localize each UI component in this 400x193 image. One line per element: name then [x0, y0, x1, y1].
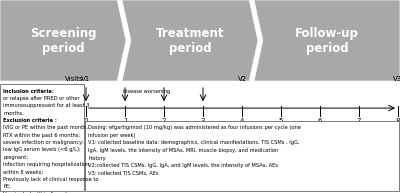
Polygon shape: [122, 0, 258, 81]
Text: disease worsening: disease worsening: [121, 89, 170, 94]
Text: Exclusion criteria :: Exclusion criteria :: [3, 118, 57, 123]
Text: history: history: [88, 156, 106, 161]
Text: Dosing: efgartigimod (10 mg/kg) was administered as four infusions per cycle (on: Dosing: efgartigimod (10 mg/kg) was admi…: [88, 125, 301, 130]
Text: pregnant;: pregnant;: [3, 155, 28, 160]
Text: Screening
period: Screening period: [30, 26, 96, 55]
Text: immunosuppressant for at least 3: immunosuppressant for at least 3: [3, 103, 90, 108]
Polygon shape: [254, 0, 400, 81]
Text: 6: 6: [318, 118, 322, 124]
Text: V1: collected baseline data: demographics, clinical manifestations, TIS CSMs , I: V1: collected baseline data: demographic…: [88, 140, 300, 145]
Text: 8: 8: [396, 118, 400, 124]
Text: months.: months.: [3, 111, 24, 116]
Text: 4: 4: [240, 118, 244, 124]
Text: PE;: PE;: [3, 184, 11, 189]
Text: Week: Week: [65, 118, 84, 124]
Text: RTX within the past 6 months;: RTX within the past 6 months;: [3, 133, 80, 138]
Text: V2: V2: [238, 76, 246, 82]
Text: 5: 5: [279, 118, 283, 124]
Text: Vaccinated within 4 weeks;: Vaccinated within 4 weeks;: [3, 191, 73, 193]
Polygon shape: [0, 0, 126, 81]
Text: IVIG or PE within the past month,: IVIG or PE within the past month,: [3, 125, 88, 130]
Text: Treatment
period: Treatment period: [156, 26, 224, 55]
Text: 0: 0: [84, 118, 88, 124]
Text: V1: V1: [81, 76, 91, 82]
Text: 3: 3: [201, 118, 205, 124]
FancyBboxPatch shape: [0, 84, 84, 191]
Text: 7: 7: [357, 118, 361, 124]
Text: V3: V3: [393, 76, 400, 82]
Text: V2:collected TIS CSMs, IgG, IgA, and IgM levels, the intensity of MSAs, AEs: V2:collected TIS CSMs, IgG, IgA, and IgM…: [88, 163, 278, 168]
Text: infusion per week): infusion per week): [88, 133, 136, 138]
Text: within 8 weeks;: within 8 weeks;: [3, 169, 43, 174]
Text: V3: collected TIS CSMs, AEs: V3: collected TIS CSMs, AEs: [88, 171, 159, 176]
Text: or relapse after PRED or other: or relapse after PRED or other: [3, 96, 80, 101]
FancyBboxPatch shape: [85, 121, 399, 191]
Text: Inclusion criteria:: Inclusion criteria:: [3, 89, 54, 94]
Text: Follow-up
period: Follow-up period: [295, 26, 359, 55]
Text: 2: 2: [162, 118, 166, 124]
Text: Previously lack of clinical response to: Previously lack of clinical response to: [3, 177, 99, 182]
Text: Visits: Visits: [65, 76, 84, 82]
Text: 1: 1: [123, 118, 127, 124]
Text: Infection requiring hospitalization: Infection requiring hospitalization: [3, 162, 90, 167]
Text: low IgG serum levels (<6 g/L);: low IgG serum levels (<6 g/L);: [3, 147, 81, 152]
Text: severe infection or malignancy;: severe infection or malignancy;: [3, 140, 84, 145]
Text: IgA, IgM levels, the intensity of MSAs, MRI, muscle biopsy, and medication: IgA, IgM levels, the intensity of MSAs, …: [88, 148, 279, 153]
